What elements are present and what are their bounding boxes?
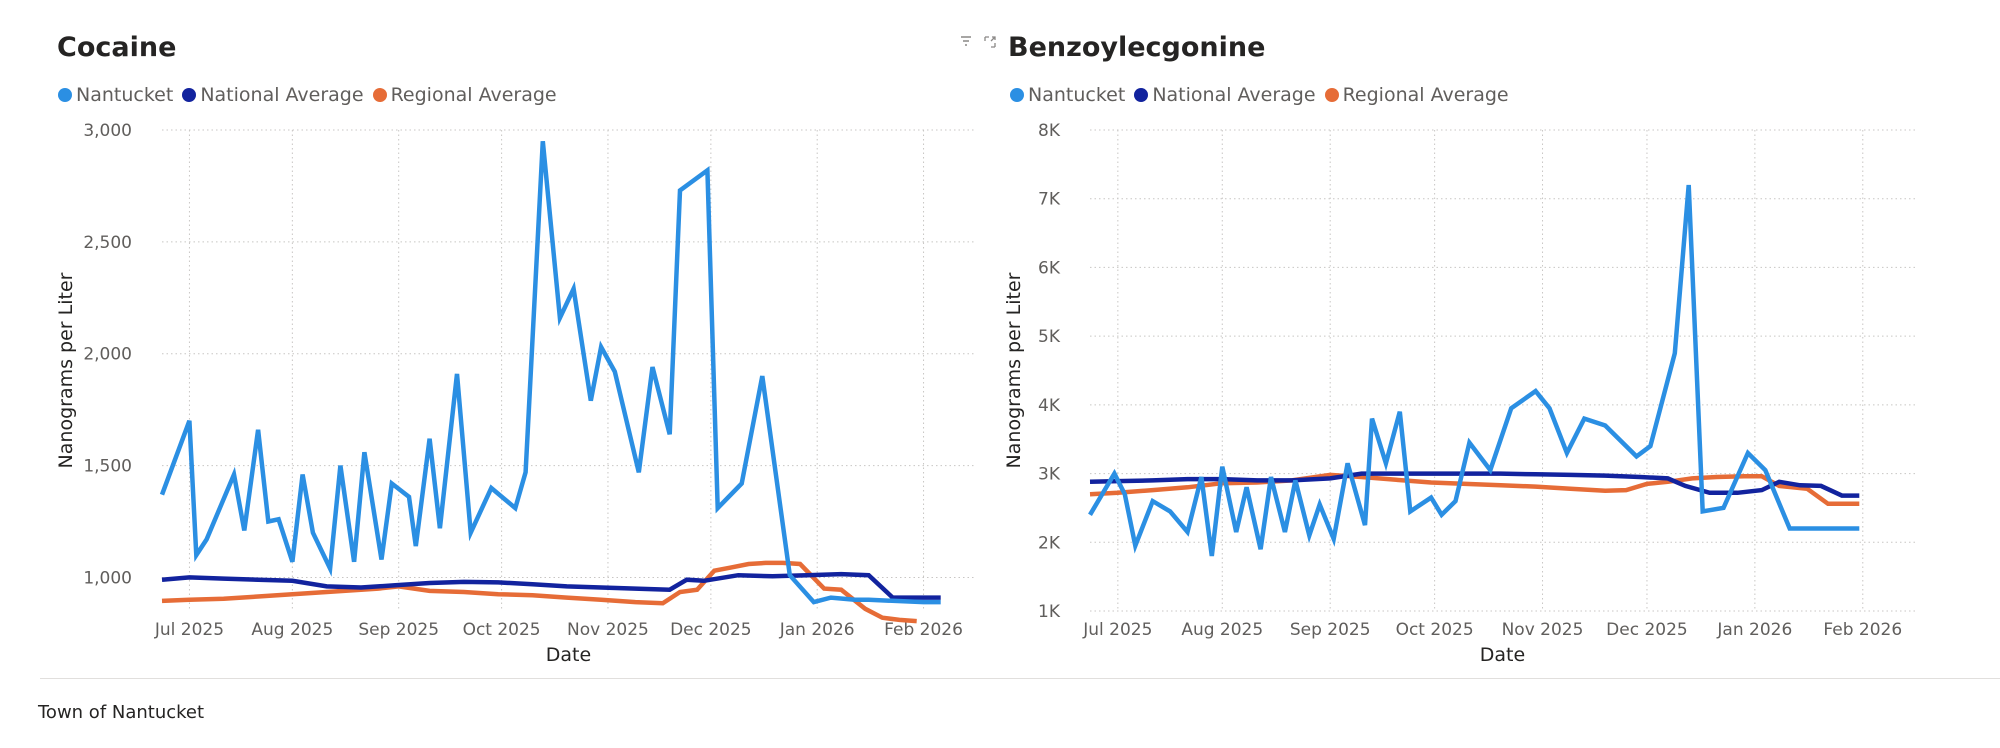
- y-tick-label: 3K: [1038, 465, 1061, 485]
- legend-dot-icon: [1010, 88, 1024, 102]
- legend-item-nantucket[interactable]: Nantucket: [1010, 84, 1125, 106]
- y-tick-label: 2,500: [83, 233, 132, 253]
- legend-item-national-average[interactable]: National Average: [1134, 84, 1316, 106]
- benzoylecgonine-line-chart[interactable]: 1K 2K 3K 4K 5K 6K 7K 8K Jul 2025 Aug 2025 Sep 2025…: [1000, 0, 2000, 680]
- series-line-national-average: [161, 571, 941, 600]
- x-tick-label: Nov 2025: [1502, 620, 1584, 640]
- x-tick-label: Feb 2026: [884, 620, 963, 640]
- x-tick-label: Dec 2025: [670, 620, 752, 640]
- footer-divider: [40, 678, 2000, 679]
- x-tick-label: Jul 2025: [154, 620, 224, 640]
- legend-label: Regional Average: [390, 84, 557, 106]
- x-tick-label: Aug 2025: [1181, 620, 1263, 640]
- x-tick-label: Sep 2025: [1290, 620, 1371, 640]
- focus-mode-icon[interactable]: [984, 36, 996, 51]
- x-tick-label: Jul 2025: [1082, 620, 1152, 640]
- x-tick-label: Jan 2026: [779, 620, 855, 640]
- chart-legend: Nantucket National Average Regional Aver…: [58, 84, 566, 106]
- series-line-nantucket: [159, 140, 941, 605]
- y-tick-label: 2,000: [83, 345, 132, 365]
- legend-item-nantucket[interactable]: Nantucket: [58, 84, 173, 106]
- y-tick-label: 6K: [1038, 258, 1061, 278]
- legend-dot-icon: [1134, 88, 1149, 102]
- x-tick-label: Oct 2025: [463, 620, 541, 640]
- x-tick-label: Dec 2025: [1606, 620, 1688, 640]
- cocaine-chart-panel: Cocaine Nantucket National Average Regio…: [0, 0, 1000, 680]
- y-tick-label: 8K: [1038, 121, 1061, 141]
- y-axis-title: Nanograms per Liter: [1003, 272, 1025, 468]
- x-tick-label: Nov 2025: [567, 620, 649, 640]
- x-tick-label: Aug 2025: [251, 620, 333, 640]
- benzoylecgonine-chart-panel: Benzoylecgonine Nantucket National Avera…: [1000, 0, 2000, 680]
- chart-legend: Nantucket National Average Regional Aver…: [1010, 84, 1518, 106]
- y-tick-label: 1,000: [83, 568, 132, 588]
- x-tick-label: Oct 2025: [1396, 620, 1474, 640]
- x-axis-title: Date: [546, 644, 591, 666]
- legend-item-regional-average[interactable]: Regional Average: [372, 84, 557, 106]
- legend-label: Nantucket: [76, 84, 174, 106]
- filter-icon[interactable]: [960, 36, 972, 49]
- x-tick-label: Sep 2025: [358, 620, 439, 640]
- y-tick-label: 7K: [1038, 190, 1061, 210]
- y-axis-title: Nanograms per Liter: [55, 272, 77, 468]
- y-tick-label: 2K: [1038, 533, 1061, 553]
- legend-item-regional-average[interactable]: Regional Average: [1324, 84, 1509, 106]
- series-line-nantucket: [1088, 184, 1860, 557]
- y-tick-label: 5K: [1038, 327, 1061, 347]
- chart-title: Cocaine: [57, 32, 177, 63]
- x-axis-title: Date: [1480, 644, 1525, 666]
- y-tick-label: 1K: [1038, 602, 1061, 622]
- legend-label: Regional Average: [1342, 84, 1509, 106]
- legend-item-national-average[interactable]: National Average: [182, 84, 364, 106]
- chart-title: Benzoylecgonine: [1008, 32, 1266, 63]
- legend-label: National Average: [1152, 84, 1316, 106]
- cocaine-line-chart[interactable]: 1,000 1,500 2,000 2,500 3,000 Jul 2025 Aug 202…: [0, 0, 1000, 680]
- footer-town-label: Town of Nantucket: [38, 702, 205, 723]
- legend-label: Nantucket: [1028, 84, 1126, 106]
- x-tick-label: Feb 2026: [1823, 620, 1902, 640]
- series-line-regional-average: [161, 560, 917, 624]
- legend-label: National Average: [200, 84, 364, 106]
- legend-dot-icon: [372, 88, 387, 102]
- legend-dot-icon: [1324, 88, 1339, 102]
- y-tick-label: 4K: [1038, 396, 1061, 416]
- y-tick-label: 1,500: [83, 457, 132, 477]
- legend-dot-icon: [182, 88, 197, 102]
- legend-dot-icon: [58, 88, 72, 102]
- y-tick-label: 3,000: [83, 121, 132, 141]
- x-tick-label: Jan 2026: [1716, 620, 1792, 640]
